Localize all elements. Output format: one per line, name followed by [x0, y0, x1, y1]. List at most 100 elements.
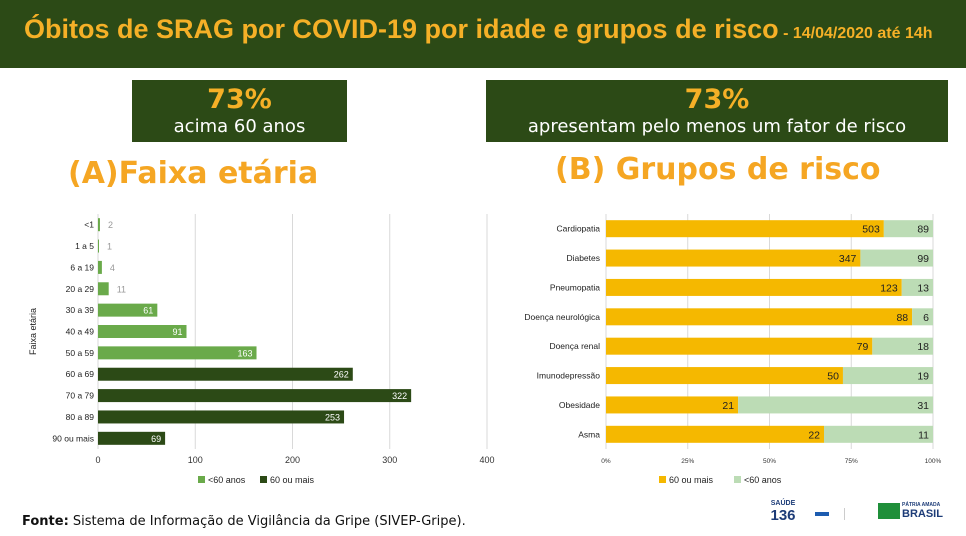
bar-segment — [824, 425, 933, 443]
flag-icon — [878, 503, 900, 519]
legend-swatch — [734, 476, 741, 483]
bar-value-label: 61 — [143, 306, 153, 316]
bar-value-label: 13 — [917, 282, 929, 294]
bar-value-label: 91 — [172, 327, 182, 337]
stat-percent: 73% — [207, 84, 272, 115]
legend-label: <60 anos — [208, 475, 246, 485]
bar-segment — [606, 425, 824, 443]
bar — [98, 239, 99, 253]
x-tick-label: 400 — [479, 455, 494, 465]
category-label: 90 ou mais — [52, 433, 94, 443]
bar-value-label: 6 — [923, 312, 929, 324]
source-footer: Fonte: Sistema de Informação de Vigilânc… — [22, 514, 466, 529]
bar-segment — [872, 337, 933, 355]
bar-segment — [912, 308, 933, 326]
bar-segment — [606, 220, 884, 238]
logo-number: 136 — [770, 507, 796, 524]
bar-value-label: 4 — [110, 263, 115, 273]
bar-segment — [738, 396, 933, 414]
bar-segment — [883, 220, 933, 238]
category-label: Imunodepressão — [537, 371, 601, 381]
bar-value-label: 22 — [808, 429, 820, 441]
bar-value-label: 1 — [107, 242, 112, 252]
x-tick-label: 100% — [925, 458, 942, 465]
category-label: Obesidade — [559, 400, 600, 410]
stat-percent: 73% — [684, 84, 750, 115]
bar-value-label: 163 — [237, 348, 252, 358]
bar — [98, 303, 158, 317]
category-label: 70 a 79 — [66, 391, 95, 401]
stat-text: apresentam pelo menos um fator de risco — [527, 116, 907, 137]
bar — [98, 346, 257, 360]
bar-segment — [606, 308, 913, 326]
bar — [98, 431, 166, 445]
bar — [98, 389, 412, 403]
category-label: 6 a 19 — [70, 262, 94, 272]
bar-value-label: 99 — [917, 253, 929, 265]
bar-segment — [606, 249, 861, 267]
bar-segment — [606, 337, 873, 355]
bar-value-label: 18 — [917, 341, 929, 353]
bar-segment — [842, 367, 933, 385]
x-tick-label: 75% — [845, 458, 858, 465]
bar-segment — [606, 367, 843, 385]
category-label: <1 — [84, 220, 94, 230]
category-label: Diabetes — [566, 253, 600, 263]
bar-value-label: 253 — [325, 412, 340, 422]
x-tick-label: 300 — [382, 455, 397, 465]
bar-value-label: 79 — [857, 341, 869, 353]
bar-segment — [606, 396, 739, 414]
y-axis-label: Faixa etária — [28, 308, 38, 355]
risk-chart: 0% 25% 50% 75% 100% Cardiopatia 503 89 Diabetes 3… — [524, 214, 942, 485]
bar-value-label: 19 — [917, 371, 929, 383]
bar-value-label: 88 — [896, 312, 908, 324]
stat-box-age: 73% acima 60 anos — [132, 80, 347, 142]
category-label: 50 a 59 — [66, 348, 95, 358]
bar — [98, 218, 100, 232]
category-label: 30 a 39 — [66, 305, 95, 315]
saude-136-logo: SAÚDE 136 — [764, 500, 802, 523]
x-tick-label: 200 — [285, 455, 300, 465]
category-label: 40 a 49 — [66, 327, 95, 337]
category-label: 80 a 89 — [66, 412, 95, 422]
x-tick-label: 50% — [763, 458, 776, 465]
bar-value-label: 503 — [862, 224, 880, 236]
bar-value-label: 89 — [917, 224, 929, 236]
bar-value-label: 347 — [839, 253, 857, 265]
bar — [98, 410, 345, 424]
stat-text: acima 60 anos — [173, 116, 306, 137]
bar — [98, 325, 187, 338]
bar-value-label: 11 — [918, 429, 929, 441]
category-label: Pneumopatia — [550, 282, 600, 292]
x-tick-label: 0% — [601, 458, 611, 465]
bar — [98, 367, 353, 381]
category-label: Cardiopatia — [557, 224, 601, 234]
ministerio-logo — [844, 508, 875, 520]
source-label: Fonte: — [22, 514, 69, 529]
legend-swatch — [260, 476, 267, 483]
page-title: Óbitos de SRAG por COVID-19 por idade e … — [24, 14, 933, 45]
section-title-a: (A)Faixa etária — [68, 156, 319, 191]
legend-swatch — [659, 476, 666, 483]
bar-value-label: 21 — [722, 400, 734, 412]
header-bar: Óbitos de SRAG por COVID-19 por idade e … — [0, 0, 966, 68]
logo-saude-text: SAÚDE — [770, 500, 796, 507]
legend-label: 60 ou mais — [270, 475, 315, 485]
date-text: - 14/04/2020 até 14h — [778, 25, 933, 42]
category-label: Doença neurológica — [524, 312, 600, 322]
title-text: Óbitos de SRAG por COVID-19 por idade e … — [24, 14, 779, 44]
category-label: 60 a 69 — [66, 369, 95, 379]
bar-value-label: 31 — [917, 400, 929, 412]
category-label: 20 a 29 — [66, 284, 95, 294]
bar-value-label: 2 — [108, 220, 113, 230]
source-text: Sistema de Informação de Vigilância da G… — [68, 514, 466, 529]
logo-brasil-text: BRASIL — [902, 508, 943, 520]
category-label: Asma — [578, 429, 600, 439]
age-chart: 0 100 200 300 400 Faixa etária <1 2 1 a 5 1 6 a 19… — [28, 214, 495, 485]
legend-label: 60 ou mais — [669, 475, 714, 485]
bar — [98, 282, 109, 296]
legend-swatch — [198, 476, 205, 483]
bar-value-label: 322 — [392, 391, 407, 401]
logo-patria-text: PÁTRIA AMADA — [902, 502, 941, 508]
section-title-b: (B) Grupos de risco — [555, 152, 881, 187]
